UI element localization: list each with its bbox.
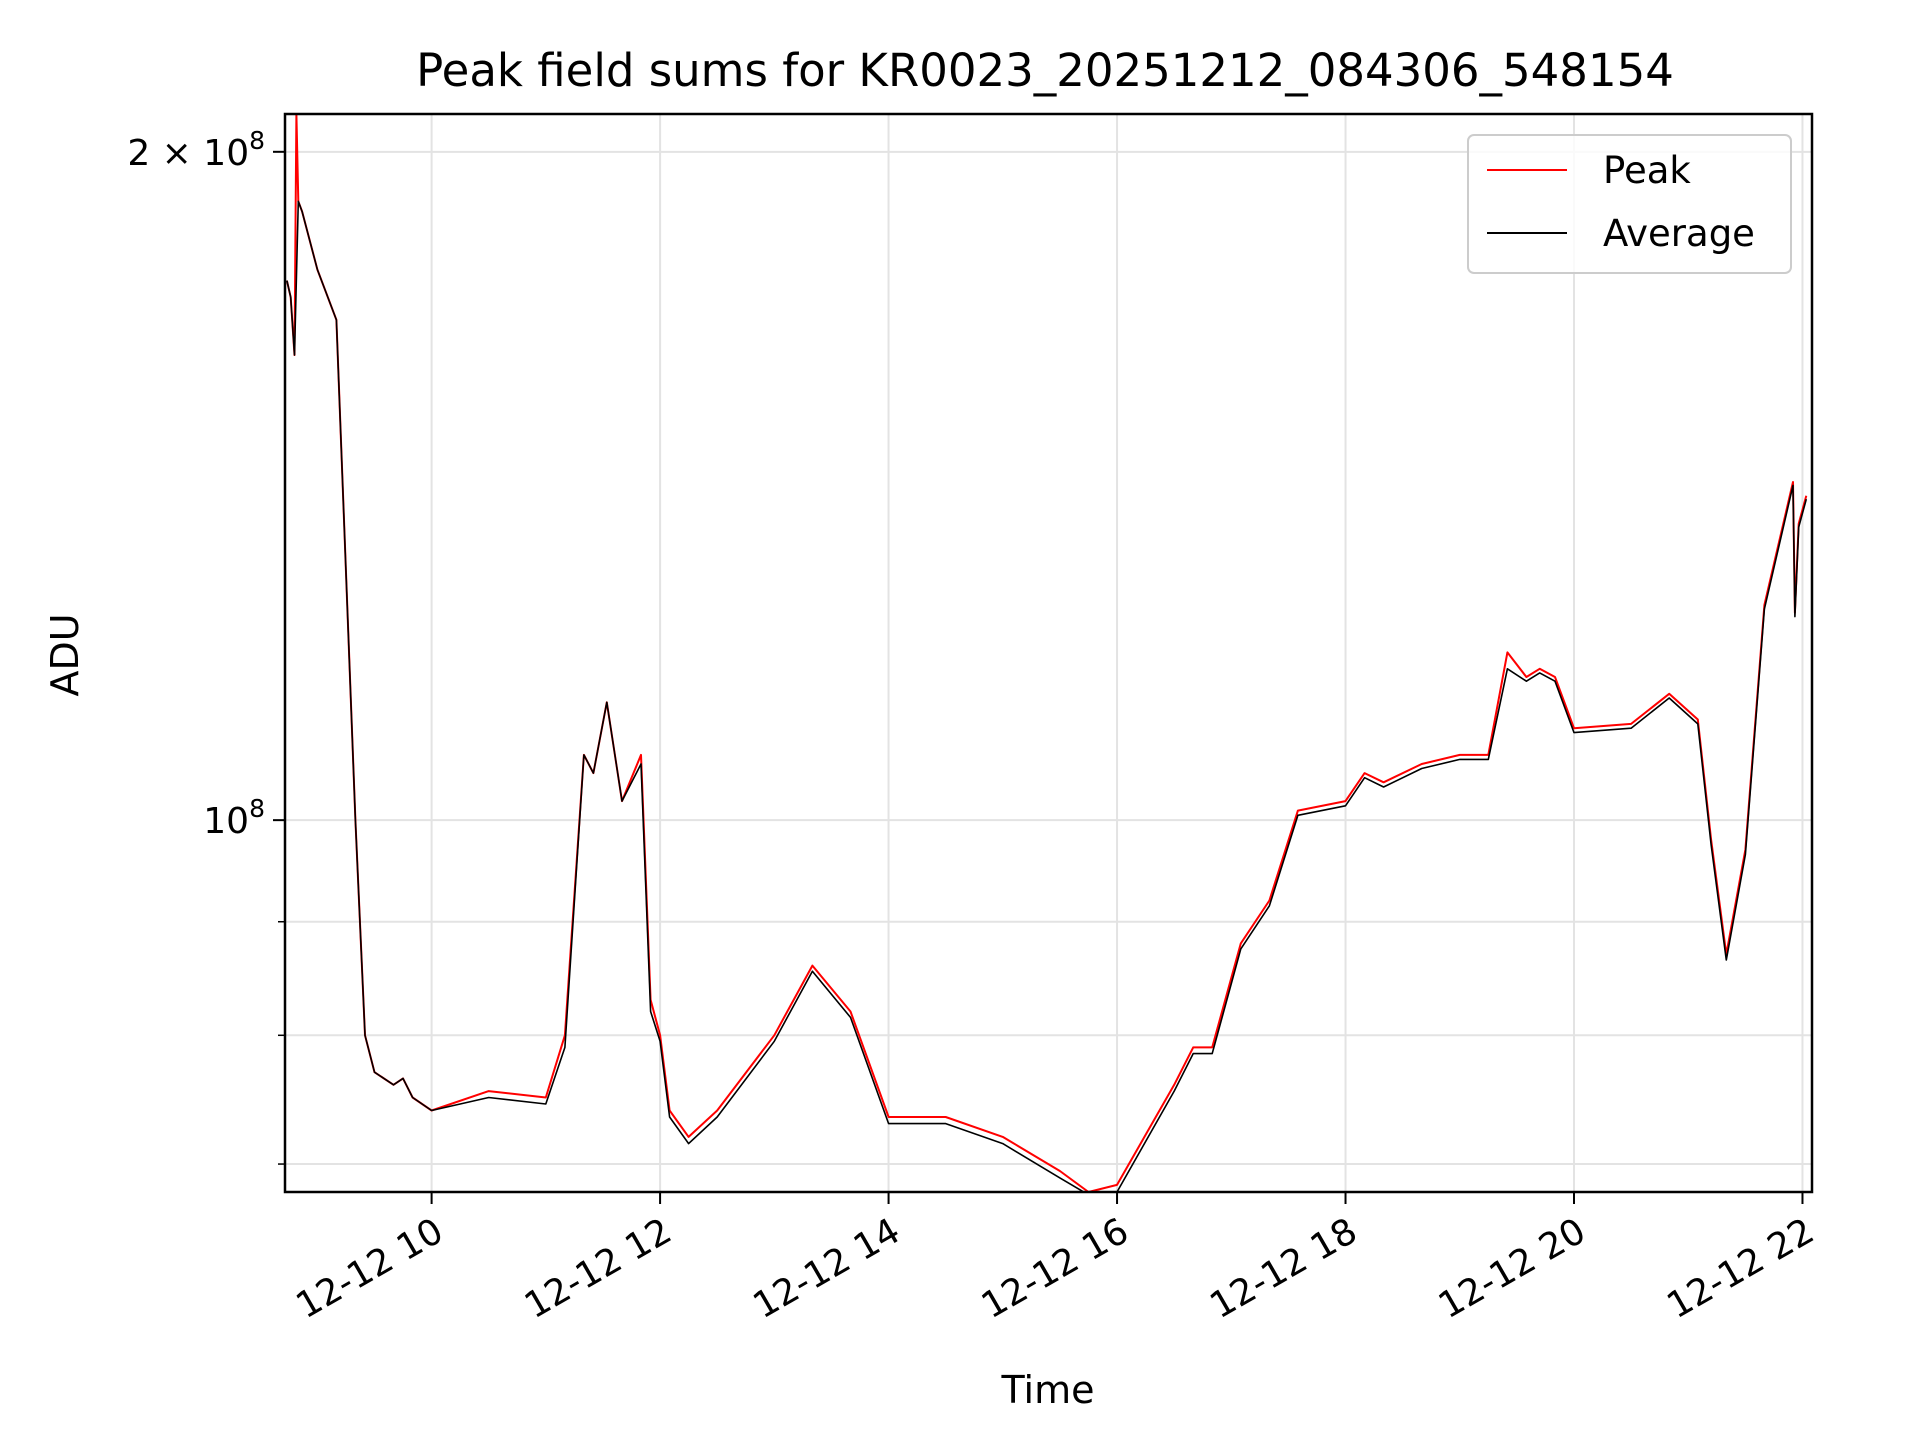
- y-tick-label: 108: [203, 794, 265, 842]
- legend: Peak Average: [1467, 134, 1792, 274]
- plot-frame: [283, 112, 1814, 1194]
- y-tick-label: 2 × 108: [127, 126, 265, 174]
- y-axis: 108 2 × 108: [127, 126, 285, 1165]
- legend-label-peak: Peak: [1603, 149, 1691, 192]
- x-axis-label: Time: [1001, 1368, 1095, 1412]
- y-axis-label: ADU: [43, 613, 87, 696]
- legend-label-average: Average: [1603, 212, 1755, 255]
- chart-title: Peak field sums for KR0023_20251212_0843…: [416, 44, 1674, 97]
- plot-lines: [285, 114, 1808, 1192]
- series-line-average: [286, 200, 1808, 1192]
